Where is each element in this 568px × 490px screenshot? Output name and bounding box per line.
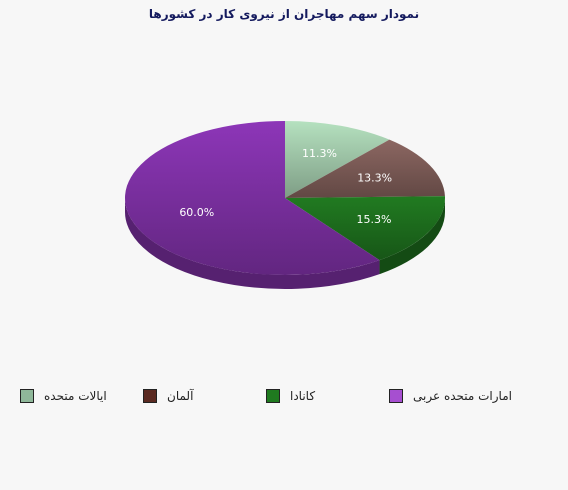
slice-label-2: 13.3% bbox=[357, 172, 392, 185]
legend-label: آلمان bbox=[167, 389, 194, 403]
pie-labels: 11.3% 13.3% 15.3% 60.0% bbox=[179, 147, 392, 226]
legend: ایالات متحده آلمان کانادا امارات متحده عربی bbox=[0, 384, 568, 414]
slice-label-3: 15.3% bbox=[357, 213, 392, 226]
pie-top bbox=[125, 121, 446, 275]
slice-4 bbox=[125, 121, 380, 275]
pie-depth bbox=[125, 198, 445, 290]
legend-swatch bbox=[143, 389, 157, 403]
slice-2 bbox=[285, 139, 445, 198]
pie-chart: 11.3% 13.3% 15.3% 60.0% bbox=[125, 121, 446, 290]
legend-item-3: کانادا bbox=[266, 384, 315, 408]
chart-title: نمودار سهم مهاجران از نیروی کار در کشوره… bbox=[148, 7, 420, 21]
slice-side-4 bbox=[125, 198, 380, 290]
legend-item-1: ایالات متحده bbox=[20, 384, 107, 408]
slice-3 bbox=[285, 196, 446, 261]
legend-swatch bbox=[20, 389, 34, 403]
legend-item-2: آلمان bbox=[143, 384, 193, 408]
legend-swatch bbox=[266, 389, 280, 403]
legend-item-4: امارات متحده عربی bbox=[389, 384, 512, 408]
legend-swatch bbox=[389, 389, 403, 403]
legend-label: ایالات متحده bbox=[44, 389, 107, 403]
slice-1 bbox=[285, 121, 390, 198]
slice-label-1: 11.3% bbox=[302, 147, 337, 160]
slice-label-4: 60.0% bbox=[179, 206, 214, 219]
legend-label: کانادا bbox=[290, 389, 316, 403]
slice-side-3 bbox=[379, 198, 445, 275]
legend-label: امارات متحده عربی bbox=[413, 389, 512, 403]
